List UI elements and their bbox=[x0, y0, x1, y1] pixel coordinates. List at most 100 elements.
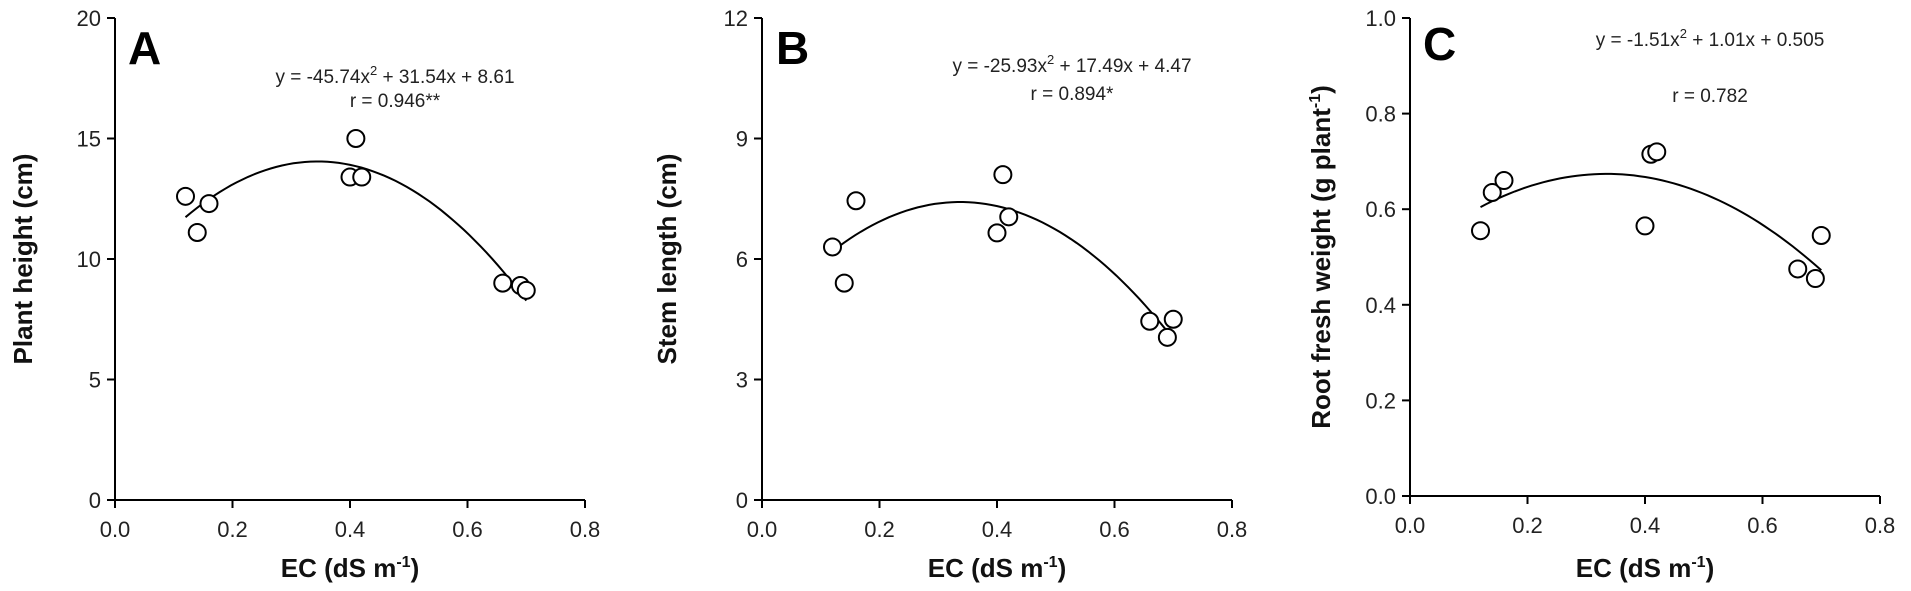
x-axis-title-end: ) bbox=[1706, 553, 1715, 583]
panel-b: 0 3 6 9 12 0.0 0.2 0.4 0.6 0.8 EC (dS m-1) Stem len… bbox=[652, 6, 1247, 583]
fit-curve bbox=[1480, 172, 1822, 272]
x-tick-label: 0.2 bbox=[1512, 513, 1543, 538]
fit-curve bbox=[184, 160, 528, 302]
x-tick-label: 0.4 bbox=[982, 517, 1013, 542]
data-point bbox=[1494, 171, 1514, 191]
x-tick-label: 0.4 bbox=[1630, 513, 1661, 538]
data-point bbox=[1471, 221, 1490, 241]
data-point bbox=[346, 129, 366, 148]
y-tick-label: 0.4 bbox=[1365, 293, 1396, 318]
y-tick-label: 15 bbox=[77, 127, 101, 152]
y-tick-label: 5 bbox=[89, 368, 101, 393]
panel-a: 0 5 10 15 20 0.0 0.2 0.4 0.6 0.8 EC (dS m-1) Plant … bbox=[8, 6, 600, 583]
x-axis-title-text: EC (dS m bbox=[1576, 553, 1692, 583]
x-axis-title-text: EC (dS m bbox=[281, 553, 397, 583]
data-point bbox=[1482, 182, 1502, 202]
data-point bbox=[1163, 309, 1183, 329]
correlation-r: r = 0.894* bbox=[1031, 84, 1115, 105]
x-axis-title: EC (dS m-1) bbox=[1576, 553, 1714, 583]
regression-equation: y = -1.51x2 + 1.01x + 0.505 bbox=[1596, 26, 1825, 51]
x-tick-label: 0.0 bbox=[1395, 513, 1426, 538]
panel-letter: A bbox=[128, 22, 161, 74]
fit-curve bbox=[831, 201, 1175, 340]
panel-letter: B bbox=[776, 22, 809, 74]
data-point bbox=[993, 165, 1013, 185]
data-point bbox=[1811, 225, 1831, 245]
regression-equation: y = -25.93x2 + 17.49x + 4.47 bbox=[952, 52, 1191, 77]
y-tick-label: 1.0 bbox=[1365, 6, 1396, 31]
correlation-r: r = 0.782 bbox=[1672, 86, 1748, 107]
y-tick-label: 10 bbox=[77, 247, 101, 272]
x-tick-label: 0.2 bbox=[217, 517, 248, 542]
y-tick-label: 0 bbox=[736, 488, 748, 513]
data-point bbox=[1157, 327, 1177, 347]
panel-letter: C bbox=[1423, 18, 1456, 70]
y-axis-title: Root fresh weight (g plant-1) bbox=[1306, 85, 1336, 429]
x-axis-title-superscript: -1 bbox=[1691, 554, 1705, 571]
y-tick-label: 0.0 bbox=[1365, 484, 1396, 509]
x-axis-title-superscript: -1 bbox=[396, 554, 410, 571]
data-point bbox=[493, 273, 513, 293]
data-point bbox=[834, 273, 854, 293]
x-axis-title-end: ) bbox=[411, 553, 420, 583]
x-axis-title-end: ) bbox=[1058, 553, 1067, 583]
correlation-r: r = 0.946** bbox=[350, 91, 441, 112]
y-axis-title-text: Stem length (cm) bbox=[652, 154, 682, 365]
data-point bbox=[176, 186, 195, 206]
y-tick-label: 0.2 bbox=[1365, 388, 1396, 413]
y-tick-label: 0 bbox=[89, 488, 101, 513]
regression-equation: y = -45.74x2 + 31.54x + 8.61 bbox=[275, 63, 514, 88]
equation-part: y = -45.74x bbox=[275, 67, 370, 88]
data-point bbox=[199, 194, 219, 214]
y-tick-label: 3 bbox=[736, 368, 748, 393]
x-axis-title-superscript: -1 bbox=[1043, 554, 1057, 571]
y-tick-label: 20 bbox=[77, 6, 101, 31]
x-axis-title: EC (dS m-1) bbox=[281, 553, 419, 583]
data-point bbox=[1805, 269, 1825, 289]
x-tick-label: 0.0 bbox=[100, 517, 131, 542]
x-tick-label: 0.6 bbox=[1099, 517, 1130, 542]
data-point bbox=[187, 222, 207, 242]
y-tick-label: 0.6 bbox=[1365, 197, 1396, 222]
equation-part: + 31.54x + 8.61 bbox=[377, 67, 514, 88]
data-point bbox=[999, 207, 1019, 227]
y-tick-label: 0.8 bbox=[1365, 102, 1396, 127]
y-tick-label: 9 bbox=[736, 127, 748, 152]
data-point bbox=[846, 191, 866, 211]
y-axis-title-text: Plant height (cm) bbox=[8, 154, 38, 365]
y-axis-title: Plant height (cm) bbox=[8, 154, 38, 365]
x-tick-label: 0.8 bbox=[1865, 513, 1896, 538]
y-tick-label: 6 bbox=[736, 247, 748, 272]
x-tick-label: 0.6 bbox=[452, 517, 483, 542]
data-point bbox=[352, 167, 372, 187]
x-tick-label: 0.2 bbox=[864, 517, 895, 542]
y-tick-label: 12 bbox=[724, 6, 748, 31]
y-axis-title-end: ) bbox=[1306, 85, 1336, 94]
equation-exponent: 2 bbox=[370, 63, 377, 78]
equation-part: + 1.01x + 0.505 bbox=[1687, 30, 1824, 51]
equation-exponent: 2 bbox=[1047, 52, 1054, 67]
y-axis-title-superscript: -1 bbox=[1307, 94, 1324, 108]
equation-part: y = -25.93x bbox=[952, 56, 1047, 77]
x-axis-title-text: EC (dS m bbox=[928, 553, 1044, 583]
x-tick-label: 0.6 bbox=[1747, 513, 1778, 538]
x-tick-label: 0.4 bbox=[335, 517, 366, 542]
panel-c: 0.0 0.2 0.4 0.6 0.8 1.0 0.0 0.2 0.4 0.6 0.8 EC (dS … bbox=[1306, 6, 1895, 583]
y-axis-title: Stem length (cm) bbox=[652, 154, 682, 365]
equation-part: + 17.49x + 4.47 bbox=[1054, 56, 1191, 77]
x-tick-label: 0.8 bbox=[1217, 517, 1248, 542]
y-axis-title-text: Root fresh weight (g plant bbox=[1306, 108, 1336, 429]
x-tick-label: 0.8 bbox=[570, 517, 601, 542]
data-point bbox=[1647, 142, 1667, 162]
data-point bbox=[823, 237, 842, 257]
x-tick-label: 0.0 bbox=[747, 517, 778, 542]
data-point bbox=[516, 280, 536, 300]
equation-part: y = -1.51x bbox=[1596, 30, 1680, 51]
equation-exponent: 2 bbox=[1680, 26, 1687, 41]
x-axis-title: EC (dS m-1) bbox=[928, 553, 1066, 583]
data-point bbox=[987, 223, 1007, 243]
data-point bbox=[1140, 311, 1160, 331]
data-point bbox=[1635, 216, 1655, 236]
data-point bbox=[1788, 259, 1808, 279]
